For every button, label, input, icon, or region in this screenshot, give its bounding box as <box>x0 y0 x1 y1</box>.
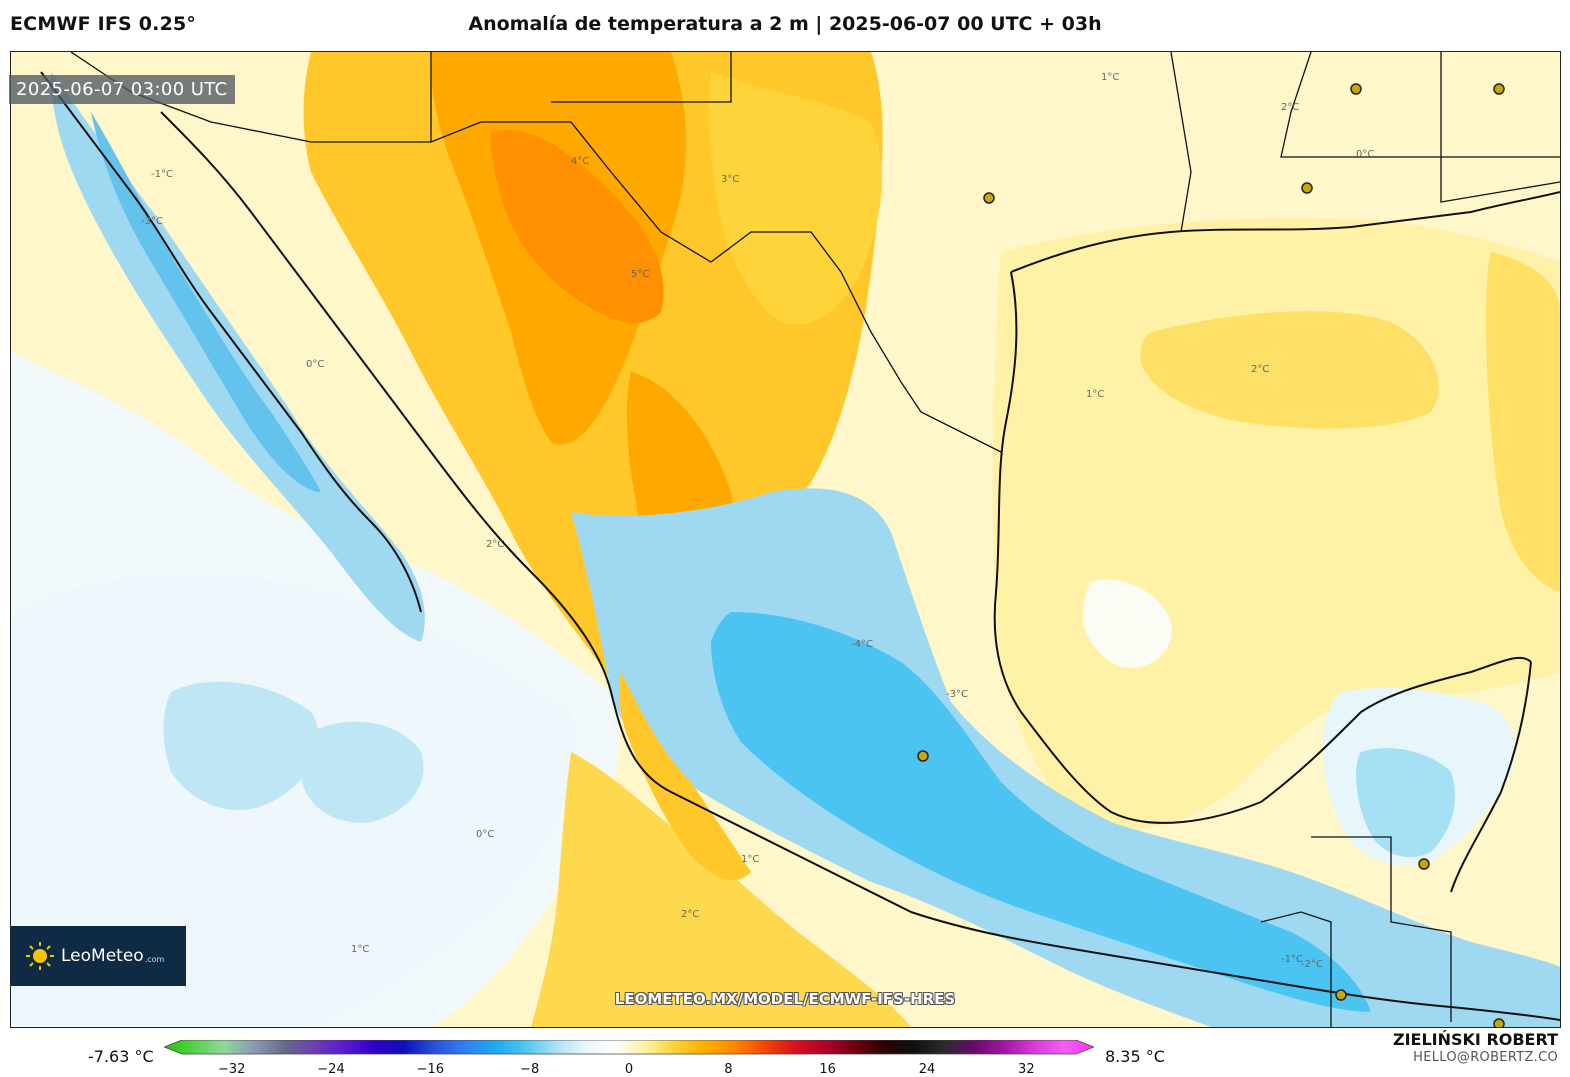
contour-label: 0°C <box>476 829 494 840</box>
logo-suffix: .com <box>144 955 165 964</box>
contour-label: 4°C <box>571 156 589 167</box>
colorbar-gradient <box>162 1039 1096 1055</box>
city-markers <box>917 83 1505 1027</box>
logo-name: LeoMeteo <box>61 946 144 966</box>
colorbar-bar <box>162 1039 1096 1055</box>
colorbar-tick-label: −24 <box>317 1062 345 1077</box>
valid-time-badge: 2025-06-07 03:00 UTC <box>9 75 235 104</box>
colorbar-tick-label: 16 <box>819 1062 836 1077</box>
pacific-cool-blob-2 <box>301 721 424 823</box>
colorbar-tick-label: 24 <box>918 1062 936 1077</box>
legend-max-value: 8.35 °C <box>1105 1047 1165 1066</box>
chart-title: Anomalía de temperatura a 2 m | 2025-06-… <box>468 13 1102 35</box>
colorbar-tick-label: −32 <box>217 1062 246 1077</box>
contour-label: 5°C <box>631 269 649 280</box>
mexico-pacific-warm-strip <box>618 672 751 881</box>
contour-label: 0°C <box>306 359 324 370</box>
contour-label: 1°C <box>1086 389 1104 400</box>
anomaly-map: 2°C 1°C 0°C -1°C -3°C 4°C 5°C 3°C 2°C 1°… <box>11 52 1560 1027</box>
colorbar-tick-label: 0 <box>624 1062 634 1077</box>
colorbar-tick-label: −8 <box>520 1062 540 1077</box>
colorbar <box>162 1039 1096 1064</box>
contour-label: 2°C <box>1281 102 1299 113</box>
north-mexico-hot-core-2 <box>490 130 664 323</box>
texas-warm <box>709 72 882 325</box>
yucatan-cool <box>1356 748 1455 858</box>
contour-label: 1°C <box>351 944 369 955</box>
legend-min-value: -7.63 °C <box>88 1047 154 1066</box>
contour-label: -2°C <box>1301 959 1323 970</box>
pacific-white-area <box>11 574 577 1027</box>
model-url-watermark: LEOMETEO.MX/MODEL/ECMWF-IFS-HRES <box>614 990 956 1008</box>
contour-label: -4°C <box>851 639 873 650</box>
colorbar-tick-label: −16 <box>416 1062 445 1077</box>
colorbar-tick-label: 8 <box>724 1062 733 1077</box>
coastlines <box>40 71 1560 1021</box>
contour-label: 1°C <box>1101 72 1119 83</box>
baja-cool-core <box>91 112 321 492</box>
map-panel[interactable]: 2°C 1°C 0°C -1°C -3°C 4°C 5°C 3°C 2°C 1°… <box>10 51 1561 1028</box>
colorbar-tick-label: 32 <box>1018 1062 1035 1077</box>
pacific-cool-blob-1 <box>163 681 319 811</box>
central-mexico-cool-core <box>711 612 1371 1012</box>
leometeo-logo[interactable]: LeoMeteo .com <box>11 926 186 986</box>
gulf-white-patch <box>1082 579 1172 668</box>
contour-label: -1°C <box>1281 954 1303 965</box>
central-mexico-cool <box>571 488 1560 1027</box>
east-gulf-warm <box>1486 252 1560 592</box>
contour-label: -3°C <box>946 689 968 700</box>
gulf-warmer-band <box>1140 311 1439 429</box>
contour-label: 3°C <box>721 174 739 185</box>
contour-label: 2°C <box>681 909 699 920</box>
contour-label: 2°C <box>486 539 504 550</box>
contour-label: 0°C <box>1356 149 1374 160</box>
author-email[interactable]: HELLO@ROBERTZ.CO <box>1413 1050 1558 1065</box>
contour-label: -1°C <box>151 169 173 180</box>
south-pacific-warm <box>531 752 911 1027</box>
model-title: ECMWF IFS 0.25° <box>10 13 197 35</box>
contour-label: 1°C <box>741 854 759 865</box>
sun-icon <box>26 942 54 970</box>
contour-label: 2°C <box>1251 364 1269 375</box>
author-credit: ZIELIŃSKI ROBERT <box>1392 1030 1558 1049</box>
contour-labels: 2°C 1°C 0°C -1°C -3°C 4°C 5°C 3°C 2°C 1°… <box>141 72 1374 970</box>
contour-label: -3°C <box>141 216 163 227</box>
